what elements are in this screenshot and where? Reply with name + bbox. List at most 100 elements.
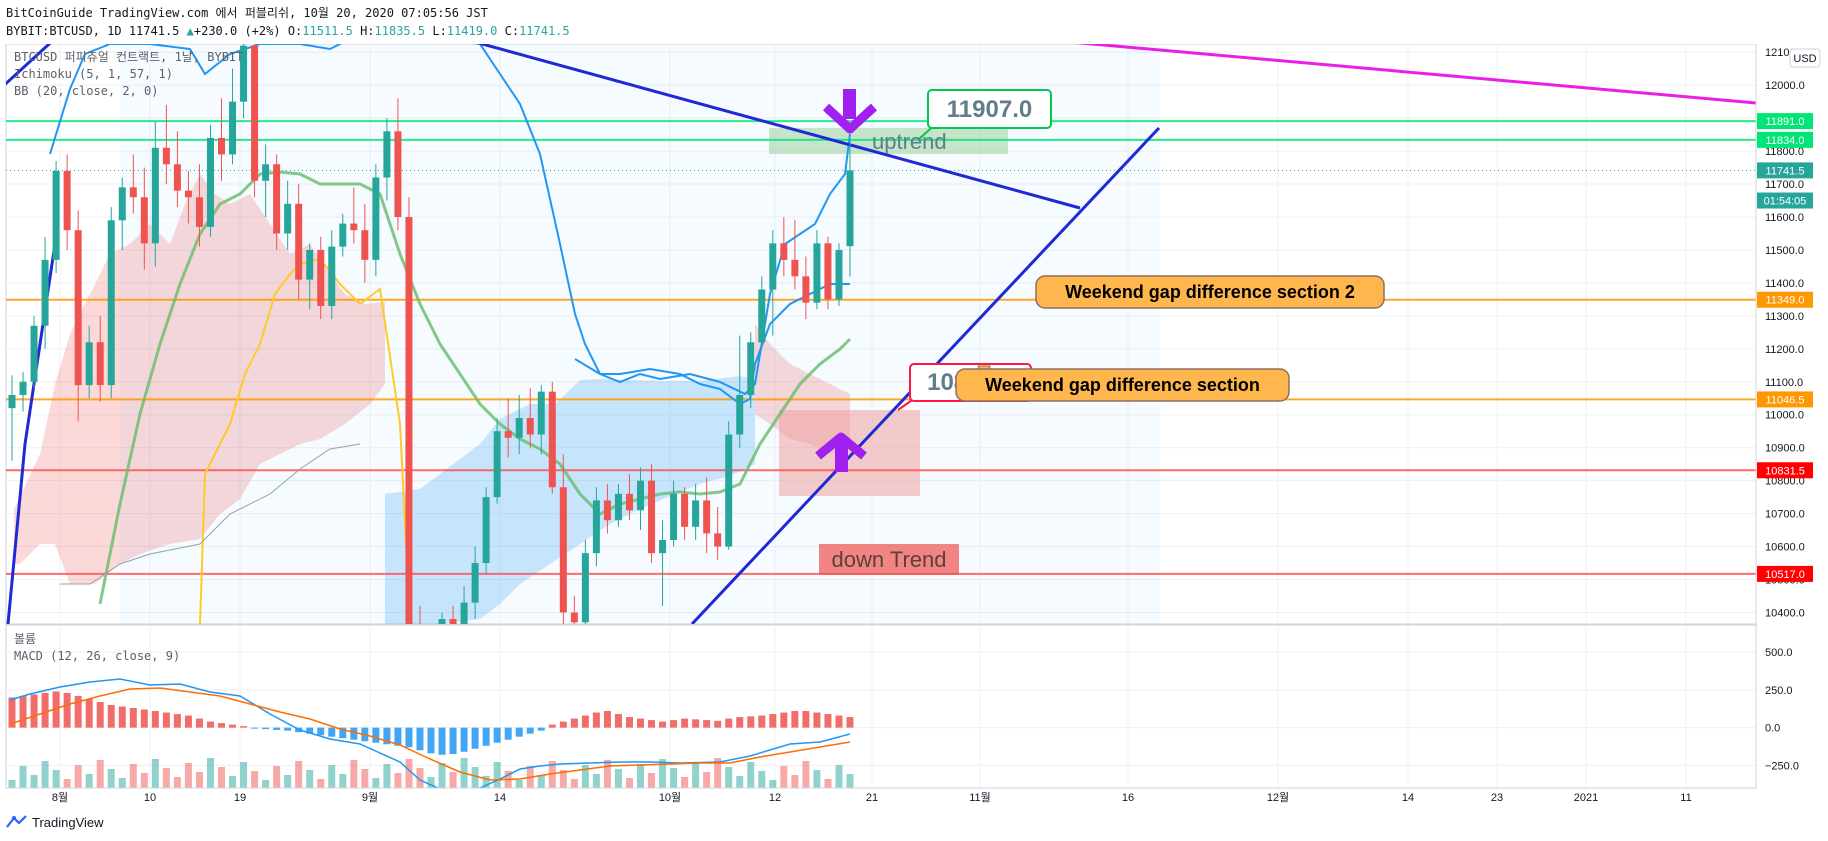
candle-body <box>306 249 314 280</box>
macd-tick: 500.0 <box>1765 647 1793 659</box>
volume-bar <box>405 759 413 788</box>
volume-bar <box>648 773 656 788</box>
last-price: 11741.5 <box>128 24 180 38</box>
volume-bar <box>140 773 148 788</box>
price-badge: 10517.0 <box>1757 565 1813 582</box>
volume-bar <box>846 774 854 788</box>
price-axis-labels: 11891.0 11834.0 11741.5 01:54:05 11349.0 1104… <box>1757 113 1813 582</box>
macd-signal-line <box>9 687 851 781</box>
macd-bar <box>206 721 214 728</box>
volume-bar <box>52 770 60 788</box>
candle-body <box>372 177 380 260</box>
volume-bar <box>438 763 446 788</box>
time-tick: 8월 <box>52 791 68 804</box>
up-triangle-icon: ▲ <box>186 24 194 38</box>
volume-bar <box>835 765 843 788</box>
macd-bar <box>96 701 104 728</box>
tradingview-logo-icon <box>6 815 27 828</box>
candle-body <box>195 197 203 227</box>
gap-label-2[interactable]: Weekend gap difference section 2 <box>1035 275 1385 309</box>
time-tick: 2021 <box>1574 792 1598 804</box>
price-tick: 11600.0 <box>1765 212 1804 224</box>
volume-bar <box>74 765 82 788</box>
macd-bar <box>482 727 490 746</box>
candle-body <box>758 289 766 343</box>
macd-bar <box>460 727 468 752</box>
candle-body <box>394 131 402 218</box>
price-badge: 11891.0 <box>1757 113 1813 130</box>
candle-body <box>681 493 689 527</box>
volume-bar <box>659 759 667 788</box>
volume-bar <box>229 776 237 788</box>
macd-bar <box>504 727 512 740</box>
candle-body <box>129 187 137 198</box>
macd-bar <box>107 704 115 728</box>
macd-bar <box>537 727 545 731</box>
candle-body <box>251 45 259 181</box>
macd-bar <box>846 717 854 728</box>
gap-label-1[interactable]: Weekend gap difference section <box>955 365 1290 402</box>
candle-body <box>802 276 810 303</box>
price-chart[interactable]: 11907.0 uptrend 10834.5 down Trend Weeke… <box>0 44 1828 804</box>
volume-bar <box>703 772 711 788</box>
volume-bar <box>637 764 644 788</box>
downtrend-zone <box>779 410 920 496</box>
macd-tick: 0.0 <box>1765 723 1780 735</box>
macd-bar <box>725 718 733 728</box>
macd-bar <box>637 718 644 728</box>
macd-bar <box>692 719 700 728</box>
descending-trendline <box>476 44 1081 210</box>
callout-high[interactable]: 11907.0 <box>917 89 1052 141</box>
macd-bar <box>471 727 479 749</box>
price-badge-text: 11834.0 <box>1766 135 1805 147</box>
macd-bar <box>427 727 435 754</box>
price-tick: 11800.0 <box>1765 146 1804 158</box>
macd-bar <box>603 711 611 728</box>
volume-bar <box>493 762 501 788</box>
purple-down-arrow-icon <box>822 89 878 134</box>
volume-bar <box>129 764 137 788</box>
price-badge: 11349.0 <box>1757 291 1813 308</box>
macd-bar <box>581 715 589 728</box>
change: +230.0 (+2%) <box>193 24 281 38</box>
candle-body <box>151 147 159 244</box>
volume-bar <box>548 761 556 788</box>
candle-body <box>30 325 38 382</box>
candle-body <box>515 418 523 438</box>
volume-bar <box>769 780 777 788</box>
price-tick: 11300.0 <box>1765 311 1804 323</box>
volume-bar <box>151 759 159 788</box>
time-axis[interactable] <box>6 788 1756 804</box>
macd-bar <box>240 726 248 728</box>
candle-body <box>339 223 347 247</box>
indicator-pane[interactable] <box>5 624 1757 789</box>
price-badge: 11741.5 <box>1757 162 1813 179</box>
candle-body <box>328 246 336 306</box>
volume-bar <box>824 779 832 788</box>
macd-bar <box>339 727 347 739</box>
open-value: 11511.5 <box>302 24 353 38</box>
volume-bar <box>537 775 545 788</box>
macd-bar <box>173 714 181 728</box>
currency-button[interactable]: USD <box>1789 48 1821 68</box>
lower-legend: 볼륨 MACD (12, 26, close, 9) <box>14 632 180 663</box>
candle-body <box>769 243 777 290</box>
candle-body <box>19 381 27 395</box>
volume-bar <box>63 779 71 788</box>
volume-bar <box>30 775 38 788</box>
candle-body <box>603 500 611 521</box>
volume-bar <box>736 776 744 788</box>
volume-bar <box>592 774 600 788</box>
tradingview-logo[interactable]: TradingView <box>6 811 104 833</box>
volume-bar <box>416 768 424 788</box>
publish-line: BitCoinGuide TradingView.com 에서 퍼블리쉬, 10… <box>6 6 488 20</box>
volume-bar <box>614 769 622 788</box>
candle-body <box>747 342 755 395</box>
price-tick: 11700.0 <box>1765 179 1804 191</box>
macd-bar <box>802 711 810 728</box>
purple-up-arrow-icon <box>815 432 867 472</box>
volume-bar <box>692 763 700 788</box>
macd-bar <box>129 708 137 728</box>
macd-bar <box>118 706 126 728</box>
volume-bar <box>284 775 292 788</box>
